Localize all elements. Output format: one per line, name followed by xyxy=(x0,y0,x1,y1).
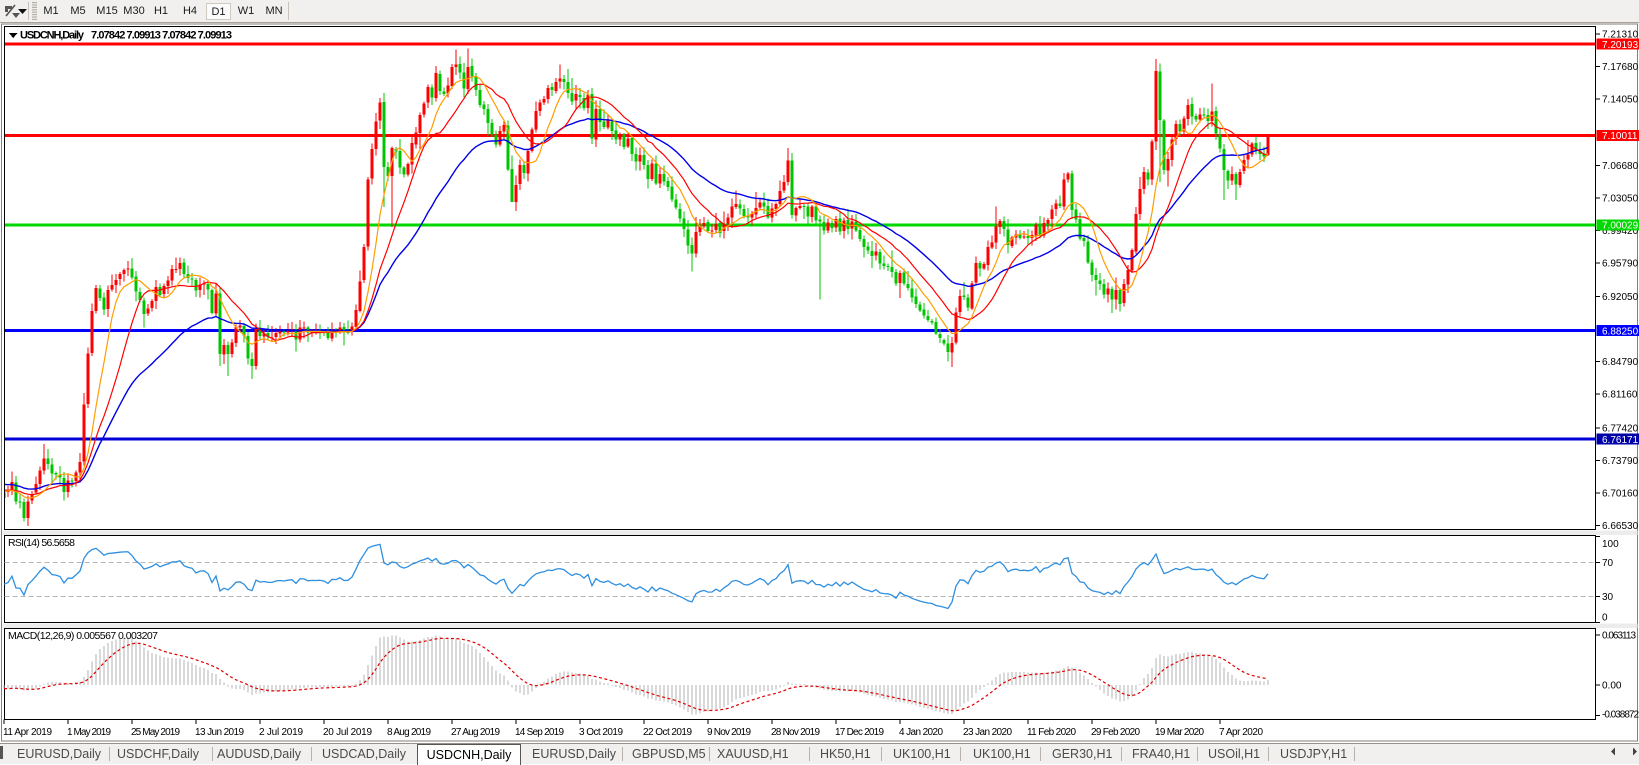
svg-text:7.03050: 7.03050 xyxy=(1602,193,1639,204)
svg-text:0.00: 0.00 xyxy=(1602,681,1622,692)
svg-text:28 Nov 2019: 28 Nov 2019 xyxy=(771,727,820,738)
svg-text:17 Dec 2019: 17 Dec 2019 xyxy=(835,727,884,738)
svg-text:14 Sep 2019: 14 Sep 2019 xyxy=(515,727,564,738)
svg-text:6.77420: 6.77420 xyxy=(1602,423,1639,434)
svg-text:1 May 2019: 1 May 2019 xyxy=(67,727,111,738)
svg-text:6.88250: 6.88250 xyxy=(1602,326,1639,337)
svg-text:7.14050: 7.14050 xyxy=(1602,95,1639,106)
svg-text:7 Apr 2020: 7 Apr 2020 xyxy=(1219,727,1263,738)
svg-text:22 Oct 2019: 22 Oct 2019 xyxy=(643,727,692,738)
svg-text:25 May 2019: 25 May 2019 xyxy=(131,727,180,738)
svg-text:27 Aug 2019: 27 Aug 2019 xyxy=(451,727,500,738)
svg-text:30: 30 xyxy=(1602,592,1614,603)
svg-text:4 Jan 2020: 4 Jan 2020 xyxy=(899,727,943,738)
svg-text:6.76171: 6.76171 xyxy=(1602,435,1639,446)
svg-text:6.70160: 6.70160 xyxy=(1602,488,1639,499)
svg-text:8 Aug 2019: 8 Aug 2019 xyxy=(387,727,431,738)
svg-text:RSI(14) 56.5658: RSI(14) 56.5658 xyxy=(8,537,75,549)
svg-text:70: 70 xyxy=(1602,558,1614,569)
svg-text:2 Jul 2019: 2 Jul 2019 xyxy=(259,727,303,738)
svg-text:6.81160: 6.81160 xyxy=(1602,390,1638,401)
svg-text:13 Jun 2019: 13 Jun 2019 xyxy=(195,727,244,738)
svg-text:6.73790: 6.73790 xyxy=(1602,456,1639,467)
svg-text:20 Jul 2019: 20 Jul 2019 xyxy=(323,727,372,738)
svg-text:9 Nov 2019: 9 Nov 2019 xyxy=(707,727,751,738)
svg-text:19 Mar 2020: 19 Mar 2020 xyxy=(1155,727,1204,738)
svg-text:7.06680: 7.06680 xyxy=(1602,161,1639,172)
svg-text:6.95790: 6.95790 xyxy=(1602,259,1639,270)
svg-text:23 Jan 2020: 23 Jan 2020 xyxy=(963,727,1012,738)
svg-text:3 Oct 2019: 3 Oct 2019 xyxy=(579,727,623,738)
svg-text:USDCNH,Daily: USDCNH,Daily xyxy=(20,30,85,42)
svg-text:6.92050: 6.92050 xyxy=(1602,292,1639,303)
svg-text:MACD(12,26,9) 0.005567 0.00320: MACD(12,26,9) 0.005567 0.003207 xyxy=(8,630,158,642)
svg-text:7.07842 7.09913 7.07842 7.0991: 7.07842 7.09913 7.07842 7.09913 xyxy=(91,30,232,42)
svg-text:-0.038872: -0.038872 xyxy=(1602,710,1639,721)
svg-text:100: 100 xyxy=(1602,539,1619,550)
svg-text:11 Apr 2019: 11 Apr 2019 xyxy=(3,727,52,738)
svg-text:6.84790: 6.84790 xyxy=(1602,357,1639,368)
svg-text:29 Feb 2020: 29 Feb 2020 xyxy=(1091,727,1140,738)
svg-text:7.10011: 7.10011 xyxy=(1602,131,1638,142)
svg-text:6.66530: 6.66530 xyxy=(1602,521,1639,532)
svg-text:7.17680: 7.17680 xyxy=(1602,62,1639,73)
svg-text:7.20193: 7.20193 xyxy=(1602,40,1639,51)
svg-text:0: 0 xyxy=(1602,613,1608,624)
svg-text:7.00029: 7.00029 xyxy=(1602,221,1639,232)
svg-text:0.063113: 0.063113 xyxy=(1602,631,1636,642)
svg-text:11 Feb 2020: 11 Feb 2020 xyxy=(1027,727,1076,738)
